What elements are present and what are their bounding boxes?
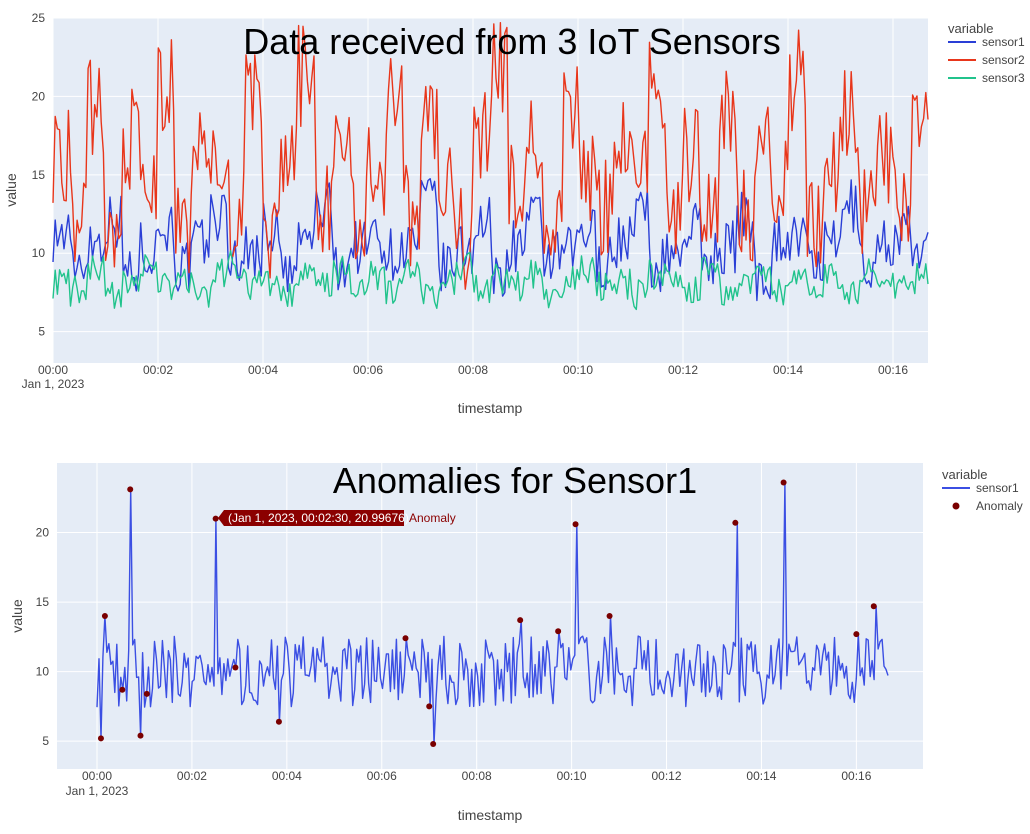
y-axis-title-1: value	[3, 173, 19, 207]
anomaly-markers	[97, 479, 877, 747]
series-line-sensor3	[52, 250, 929, 311]
legend-label: sensor1	[976, 481, 1019, 495]
y-ticks-1: 5 10 15 20 25	[32, 11, 46, 339]
legend-label: sensor1	[982, 35, 1025, 49]
legend-title-2: variable	[942, 467, 988, 482]
y-tick-label: 15	[32, 168, 46, 182]
anomaly-point	[97, 735, 104, 742]
x-tick-label: 00:02	[143, 363, 173, 377]
anomaly-point	[127, 486, 134, 493]
x-tick-label: 00:06	[353, 363, 383, 377]
x-tick-label: 00:12	[652, 769, 682, 783]
x-tick-label: 00:04	[248, 363, 278, 377]
anomaly-point	[870, 603, 877, 610]
x-tick-label: 00:08	[462, 769, 492, 783]
series-line-sensor1	[96, 481, 889, 745]
x-tick-label: 00:10	[563, 363, 593, 377]
x-axis-title-1: timestamp	[458, 400, 523, 416]
series-lines-1	[52, 22, 929, 311]
anomaly-point	[732, 519, 739, 526]
y-tick-label: 25	[32, 11, 46, 25]
plot-area-1	[53, 18, 928, 363]
legend-label: Anomaly	[976, 499, 1023, 513]
x-tick-label: 00:08	[458, 363, 488, 377]
x-tick-label: 00:00	[82, 769, 112, 783]
anomaly-point	[402, 635, 409, 642]
x-tick-sublabel: Jan 1, 2023	[66, 784, 129, 798]
y-tick-label: 10	[36, 665, 50, 679]
series-lines-2	[96, 481, 889, 745]
x-tick-label: 00:02	[177, 769, 207, 783]
x-tick-label: 00:14	[746, 769, 776, 783]
anomaly-point	[572, 521, 579, 528]
x-tick-label: 00:10	[557, 769, 587, 783]
anomaly-point	[780, 479, 787, 486]
x-tick-label: 00:16	[841, 769, 871, 783]
chart-title-1: Data received from 3 IoT Sensors	[243, 21, 781, 62]
x-tick-label: 00:16	[878, 363, 908, 377]
anomaly-point	[606, 613, 613, 619]
y-tick-label: 20	[32, 89, 46, 103]
chart-title-2: Anomalies for Sensor1	[333, 460, 697, 501]
y-ticks-2: 5 10 15 20	[36, 526, 50, 749]
y-tick-label: 5	[42, 734, 49, 748]
anomaly-point	[119, 686, 126, 693]
legend-title-1: variable	[948, 21, 994, 36]
legend-items-1: sensor1 sensor2 sensor3	[948, 35, 1025, 85]
anomaly-point	[430, 740, 437, 747]
anomaly-point	[101, 613, 108, 619]
anomaly-point	[212, 515, 219, 522]
y-tick-label: 15	[36, 595, 50, 609]
plot-area-2	[57, 463, 923, 769]
hover-tooltip-box	[218, 510, 404, 526]
x-axis-title-2: timestamp	[458, 807, 523, 823]
hover-tooltip-name: Anomaly	[409, 511, 456, 525]
legend-1: variable sensor1 sensor2 sensor3	[948, 21, 1025, 85]
y-tick-label: 20	[36, 526, 50, 540]
y-tick-label: 10	[32, 246, 46, 260]
y-axis-title-2: value	[9, 599, 25, 633]
anomaly-point	[143, 690, 150, 697]
x-tick-label: 00:14	[773, 363, 803, 377]
legend-label: sensor2	[982, 53, 1025, 67]
legend-label: sensor3	[982, 71, 1025, 85]
anomaly-point	[137, 732, 144, 739]
x-tick-label: 00:12	[668, 363, 698, 377]
x-tick-label: 00:00	[38, 363, 68, 377]
x-tick-label: 00:06	[367, 769, 397, 783]
anomaly-point	[275, 718, 282, 725]
anomaly-point	[853, 631, 860, 638]
legend-swatch	[952, 502, 960, 510]
legend-2: variable sensor1 Anomaly	[942, 467, 1023, 513]
series-line-sensor2	[52, 22, 929, 290]
hover-tooltip: (Jan 1, 2023, 00:02:30, 20.99676) Anomal…	[218, 510, 456, 526]
hover-tooltip-label: (Jan 1, 2023, 00:02:30, 20.99676)	[228, 511, 409, 525]
legend-items-2: sensor1 Anomaly	[942, 481, 1023, 513]
series-line-sensor1	[52, 177, 929, 302]
anomaly-point	[555, 628, 562, 635]
x-tick-label: 00:04	[272, 769, 302, 783]
anomaly-point	[426, 703, 433, 710]
anomaly-point	[517, 617, 524, 624]
y-tick-label: 5	[38, 325, 45, 339]
x-tick-sublabel: Jan 1, 2023	[22, 377, 85, 391]
anomaly-point	[232, 664, 239, 671]
